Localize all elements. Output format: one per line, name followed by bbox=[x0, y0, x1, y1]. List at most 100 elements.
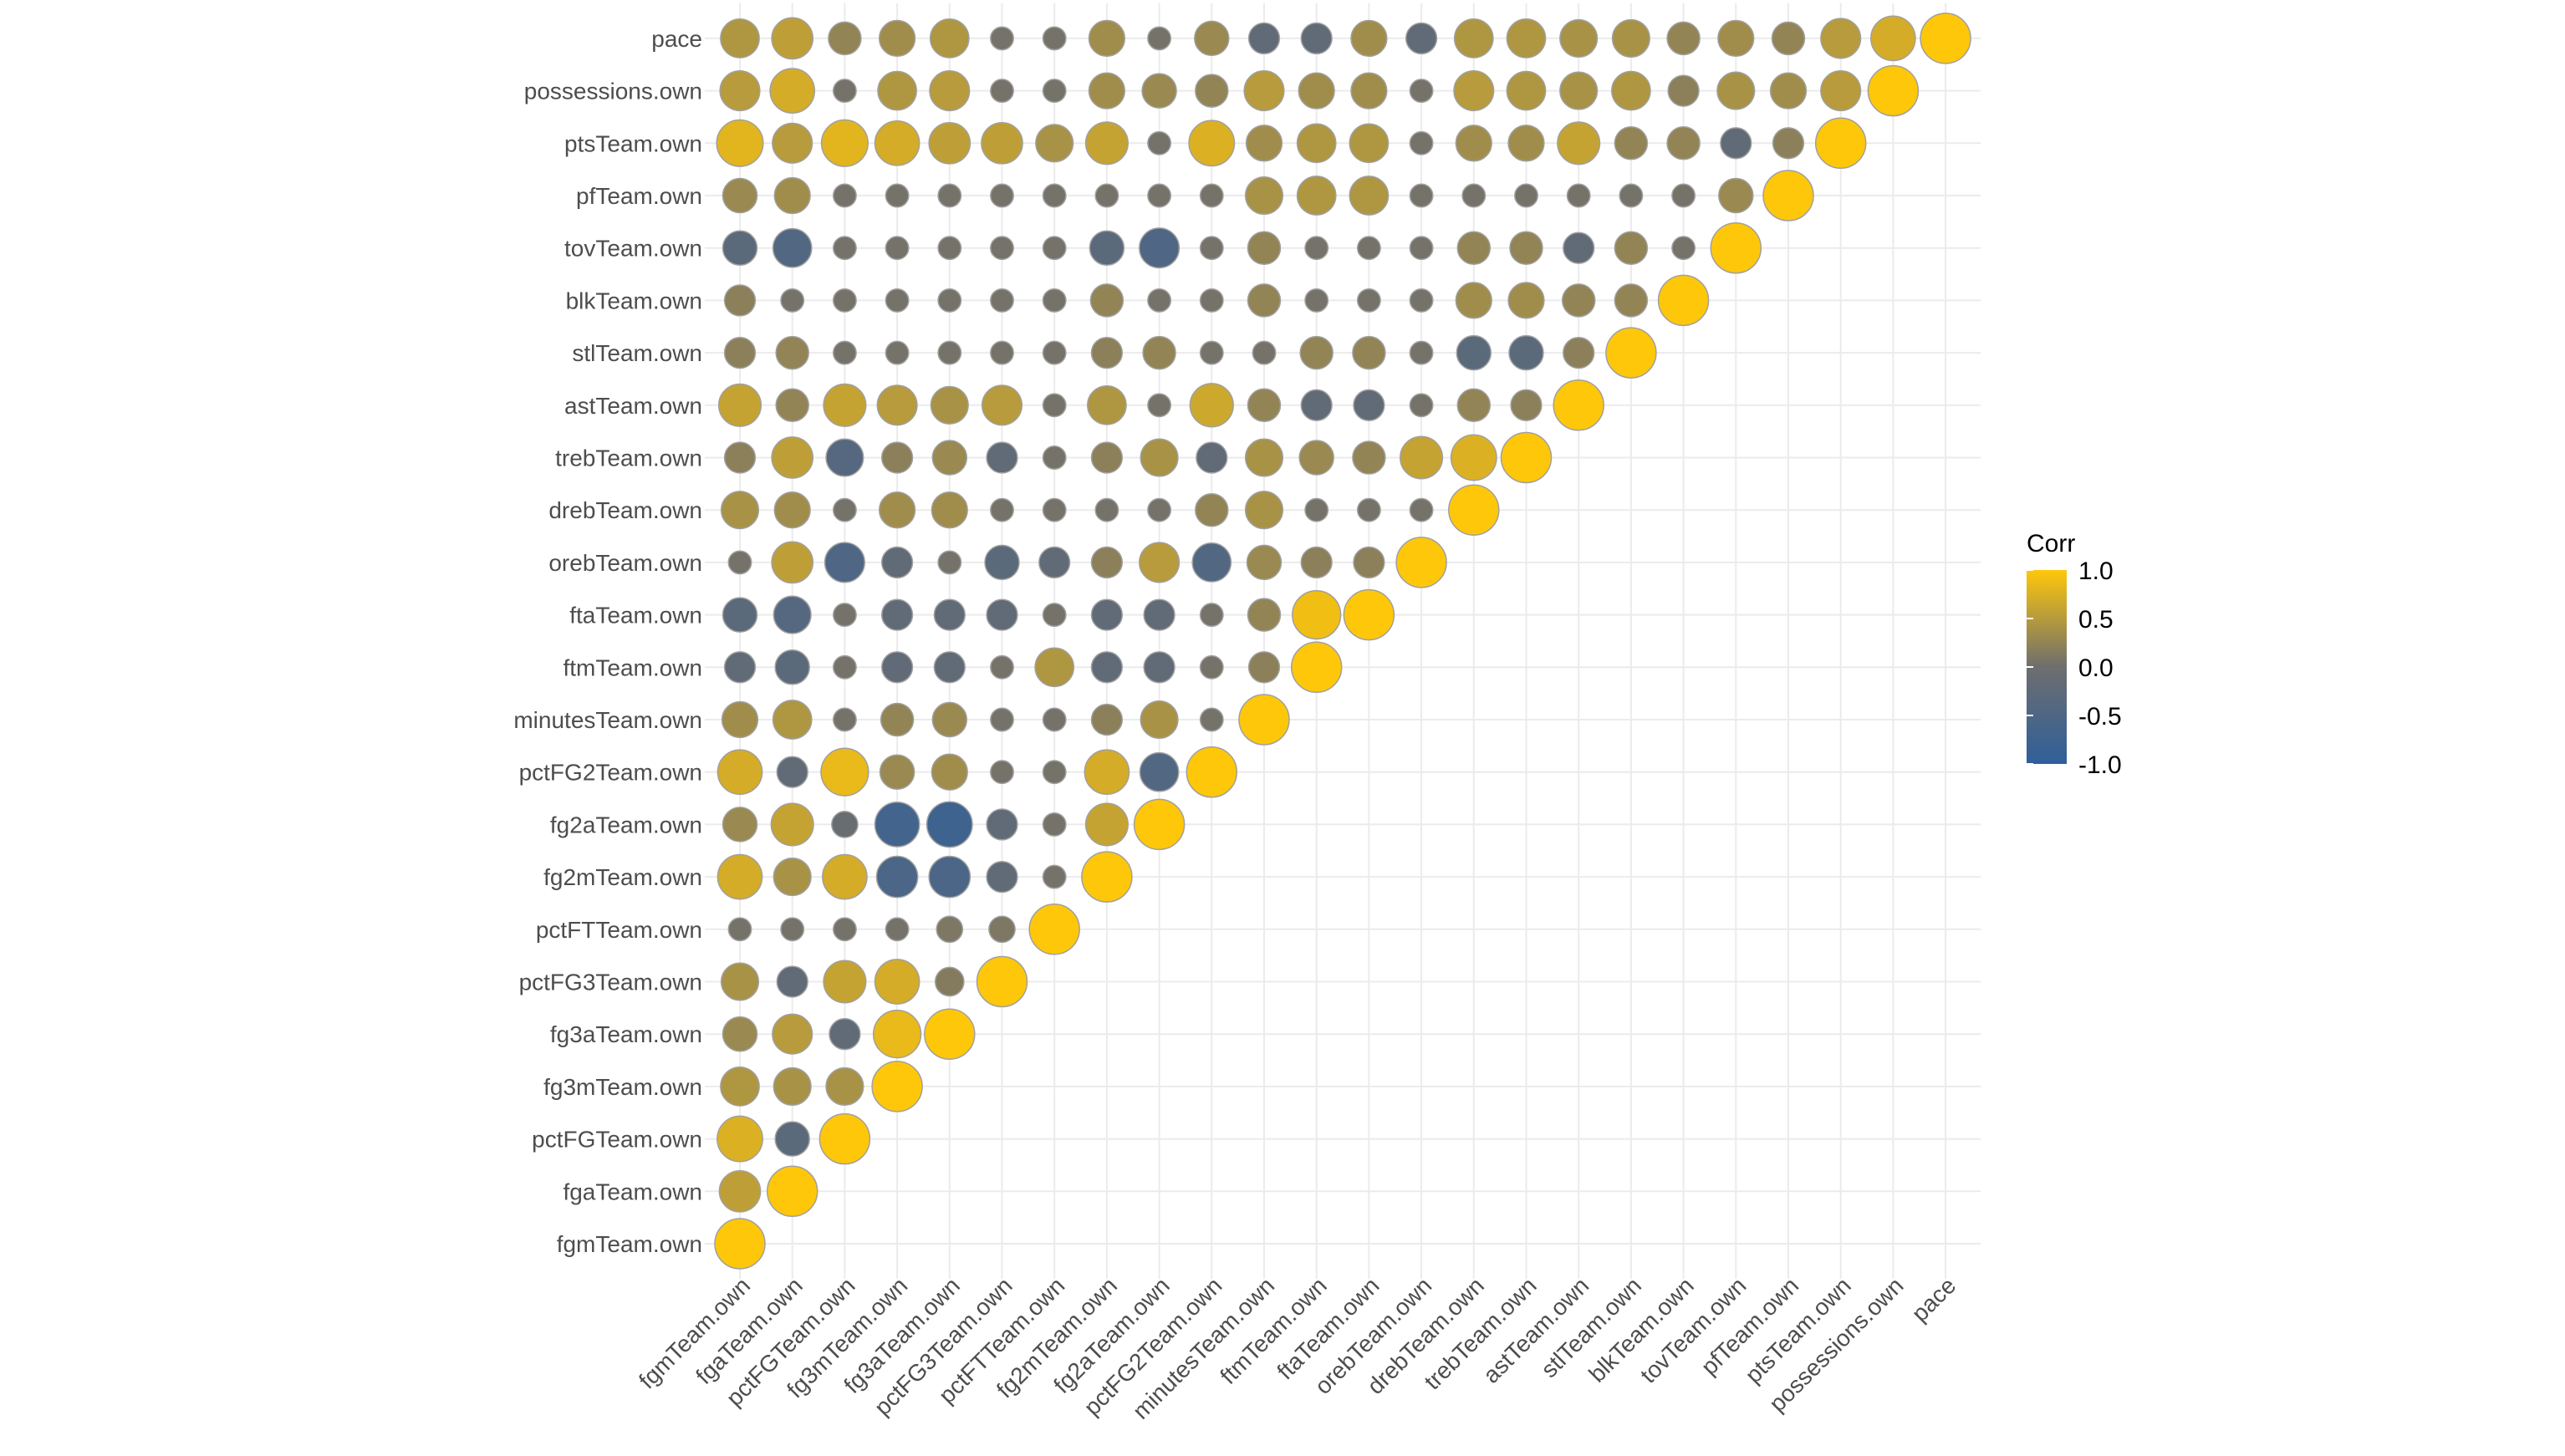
corr-circle-fg3aTeam.own-pctFG2Team.own bbox=[931, 753, 968, 791]
corr-circle-fg3mTeam.own-ftmTeam.own bbox=[880, 651, 914, 684]
corr-circle-possessions.own-pace bbox=[1870, 15, 1916, 62]
corr-circle-pctFTTeam.own-pctFTTeam.own bbox=[1028, 904, 1080, 955]
corr-circle-fg3aTeam.own-pctFTTeam.own bbox=[936, 915, 964, 944]
corr-circle-minutesTeam.own-minutesTeam.own bbox=[1238, 694, 1290, 746]
corr-circle-pctFTTeam.own-astTeam.own bbox=[1042, 393, 1067, 418]
corr-circle-minutesTeam.own-pfTeam.own bbox=[1244, 176, 1284, 216]
y-tick-label: drebTeam.own bbox=[548, 497, 702, 523]
corr-circle-minutesTeam.own-stlTeam.own bbox=[1252, 340, 1277, 365]
legend: Corr 1.0 0.5 0.0 -0.5 -1.0 bbox=[2027, 530, 2122, 779]
corr-circle-fg3mTeam.own-pctFG2Team.own bbox=[879, 754, 915, 790]
corr-circle-pctFG2Team.own-minutesTeam.own bbox=[1199, 707, 1224, 732]
y-tick-label: astTeam.own bbox=[564, 393, 702, 419]
corr-circle-pctFG2Team.own-possessions.own bbox=[1195, 74, 1229, 108]
corr-circle-pctFGTeam.own-pfTeam.own bbox=[832, 183, 857, 208]
corr-circle-fgmTeam.own-fgmTeam.own bbox=[714, 1218, 766, 1270]
corr-circle-pctFGTeam.own-pctFG2Team.own bbox=[820, 747, 869, 797]
corr-circle-pctFG2Team.own-pace bbox=[1194, 20, 1230, 57]
corr-circle-fg2mTeam.own-ptsTeam.own bbox=[1084, 121, 1129, 165]
corr-circle-pctFGTeam.own-trebTeam.own bbox=[825, 438, 864, 477]
corr-circle-pctFG2Team.own-pctFG2Team.own bbox=[1186, 746, 1238, 798]
corr-circle-pctFTTeam.own-pace bbox=[1042, 26, 1067, 51]
corr-circle-fg2aTeam.own-stlTeam.own bbox=[1142, 335, 1176, 370]
corr-circle-fg2aTeam.own-pctFG2Team.own bbox=[1139, 751, 1180, 792]
corr-circle-orebTeam.own-drebTeam.own bbox=[1409, 497, 1434, 522]
corr-circle-fgaTeam.own-pctFGTeam.own bbox=[774, 1121, 810, 1157]
corr-circle-pctFG3Team.own-ptsTeam.own bbox=[981, 121, 1023, 165]
corr-circle-fgmTeam.own-pctFG3Team.own bbox=[720, 962, 760, 1001]
corr-circle-minutesTeam.own-ftaTeam.own bbox=[1247, 598, 1282, 632]
corr-circle-fg3mTeam.own-possessions.own bbox=[877, 70, 917, 111]
corr-circle-pctFTTeam.own-fg2mTeam.own bbox=[1042, 864, 1067, 889]
corr-circle-fg3aTeam.own-tovTeam.own bbox=[937, 236, 962, 261]
corr-circle-fgmTeam.own-pctFG2Team.own bbox=[716, 749, 763, 796]
corr-circle-drebTeam.own-trebTeam.own bbox=[1450, 434, 1497, 481]
corr-circle-fg3aTeam.own-fg2aTeam.own bbox=[926, 801, 973, 848]
corr-circle-pctFTTeam.own-possessions.own bbox=[1042, 79, 1067, 104]
corr-circle-fg3mTeam.own-blkTeam.own bbox=[885, 288, 910, 313]
corr-circle-fg3mTeam.own-ptsTeam.own bbox=[874, 120, 920, 166]
corr-circle-fgmTeam.own-trebTeam.own bbox=[723, 441, 757, 474]
corr-circle-fgmTeam.own-fg2aTeam.own bbox=[722, 807, 758, 843]
corr-circle-fg2aTeam.own-pfTeam.own bbox=[1147, 183, 1172, 208]
corr-circle-pfTeam.own-ptsTeam.own bbox=[1772, 127, 1805, 160]
corr-circle-fg2aTeam.own-drebTeam.own bbox=[1147, 497, 1172, 522]
corr-circle-pctFG3Team.own-minutesTeam.own bbox=[990, 707, 1014, 732]
corr-circle-astTeam.own-pace bbox=[1559, 18, 1599, 58]
corr-circle-trebTeam.own-pace bbox=[1506, 18, 1547, 59]
corr-circle-fgaTeam.own-orebTeam.own bbox=[771, 541, 814, 584]
corr-circle-orebTeam.own-pace bbox=[1405, 22, 1438, 55]
corr-circle-pctFG2Team.own-drebTeam.own bbox=[1195, 492, 1229, 527]
corr-circle-ftaTeam.own-ftaTeam.own bbox=[1343, 588, 1395, 641]
corr-circle-fg2mTeam.own-fg2mTeam.own bbox=[1081, 851, 1133, 903]
corr-circle-drebTeam.own-drebTeam.own bbox=[1448, 484, 1500, 536]
corr-circle-fgmTeam.own-minutesTeam.own bbox=[721, 700, 759, 739]
corr-circle-fgaTeam.own-pctFG3Team.own bbox=[776, 965, 808, 998]
corr-circle-ftmTeam.own-orebTeam.own bbox=[1300, 546, 1333, 579]
corr-circle-fg2mTeam.own-drebTeam.own bbox=[1094, 497, 1119, 522]
corr-circle-pctFG3Team.own-stlTeam.own bbox=[990, 340, 1014, 365]
corr-circle-stlTeam.own-blkTeam.own bbox=[1614, 283, 1649, 318]
corr-circle-pctFG3Team.own-fg2mTeam.own bbox=[986, 860, 1018, 893]
corr-circle-pctFG3Team.own-possessions.own bbox=[990, 79, 1014, 104]
corr-circle-fgmTeam.own-fg2mTeam.own bbox=[716, 853, 763, 900]
corr-circle-pctFTTeam.own-orebTeam.own bbox=[1038, 546, 1071, 579]
corr-circle-blkTeam.own-pfTeam.own bbox=[1671, 183, 1696, 208]
y-tick-label: ftmTeam.own bbox=[563, 654, 703, 680]
corr-circle-ftmTeam.own-ftaTeam.own bbox=[1292, 589, 1342, 640]
corr-circle-ftaTeam.own-pfTeam.own bbox=[1349, 176, 1390, 216]
corr-circle-fg2aTeam.own-trebTeam.own bbox=[1140, 438, 1179, 477]
corr-circle-fgaTeam.own-fg2mTeam.own bbox=[773, 858, 812, 897]
corr-circle-pctFTTeam.own-ftaTeam.own bbox=[1042, 603, 1067, 628]
corr-circle-fgaTeam.own-possessions.own bbox=[769, 68, 816, 114]
legend-labels: 1.0 0.5 0.0 -0.5 -1.0 bbox=[2027, 557, 2122, 779]
corr-circle-pctFGTeam.own-ftmTeam.own bbox=[832, 654, 857, 680]
corr-circle-pctFGTeam.own-pctFG3Team.own bbox=[823, 960, 867, 1004]
corr-circle-fg3mTeam.own-astTeam.own bbox=[876, 384, 918, 426]
corr-circle-fgmTeam.own-orebTeam.own bbox=[727, 550, 752, 575]
correlation-circles bbox=[714, 13, 1971, 1270]
corr-circle-blkTeam.own-ptsTeam.own bbox=[1666, 126, 1701, 160]
y-tick-label: ftaTeam.own bbox=[569, 603, 702, 629]
corr-circle-pctFG2Team.own-tovTeam.own bbox=[1199, 236, 1224, 261]
corr-circle-pctFGTeam.own-tovTeam.own bbox=[832, 236, 857, 261]
corr-circle-ptsTeam.own-possessions.own bbox=[1820, 70, 1862, 112]
corr-circle-pctFTTeam.own-stlTeam.own bbox=[1042, 340, 1067, 365]
corr-circle-fgaTeam.own-pfTeam.own bbox=[773, 176, 811, 215]
corr-circle-minutesTeam.own-tovTeam.own bbox=[1247, 231, 1282, 265]
corr-circle-pctFG3Team.own-tovTeam.own bbox=[990, 236, 1014, 261]
corr-circle-fg2mTeam.own-pctFG2Team.own bbox=[1084, 749, 1130, 796]
corr-circle-pctFTTeam.own-ftmTeam.own bbox=[1034, 647, 1075, 688]
corr-circle-fg2aTeam.own-pace bbox=[1147, 26, 1172, 51]
corr-circle-ftmTeam.own-trebTeam.own bbox=[1298, 440, 1334, 476]
corr-circle-pctFGTeam.own-pace bbox=[828, 21, 862, 56]
corr-circle-ftaTeam.own-possessions.own bbox=[1350, 72, 1388, 109]
corr-circle-ptsTeam.own-pace bbox=[1820, 18, 1862, 59]
corr-circle-ftmTeam.own-blkTeam.own bbox=[1304, 288, 1329, 313]
corr-circle-tovTeam.own-pace bbox=[1717, 19, 1755, 58]
corr-circle-orebTeam.own-orebTeam.own bbox=[1395, 537, 1447, 588]
corr-circle-orebTeam.own-possessions.own bbox=[1409, 79, 1434, 104]
corr-circle-ftmTeam.own-tovTeam.own bbox=[1304, 236, 1329, 261]
corr-circle-trebTeam.own-possessions.own bbox=[1506, 70, 1547, 111]
corr-circle-fg2mTeam.own-stlTeam.own bbox=[1090, 336, 1124, 369]
